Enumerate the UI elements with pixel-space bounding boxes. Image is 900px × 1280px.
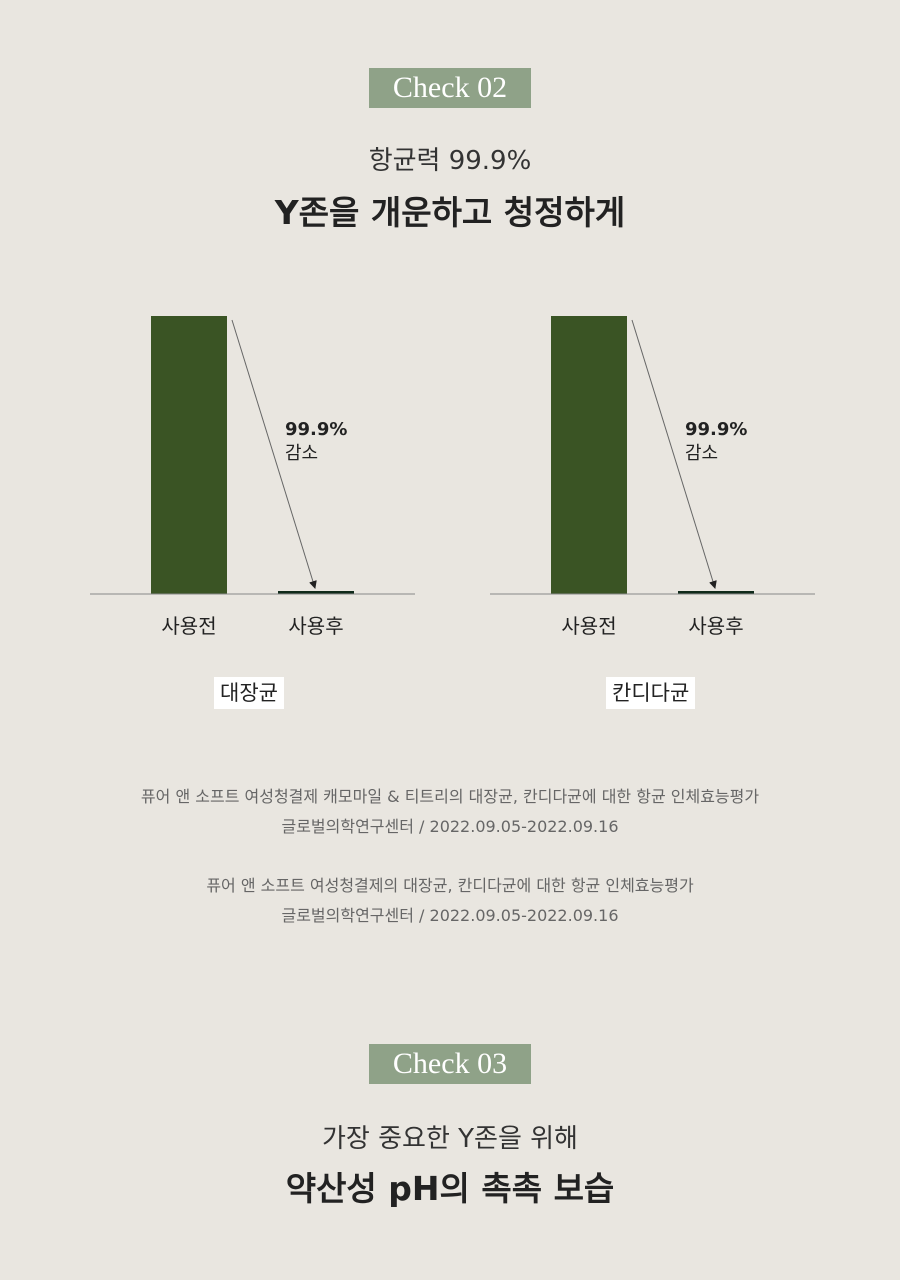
bar	[551, 316, 627, 594]
source-note: 퓨어 앤 소프트 여성청결제 캐모마일 & 티트리의 대장균, 칸디다균에 대한…	[140, 787, 760, 836]
source-note: 퓨어 앤 소프트 여성청결제의 대장균, 칸디다균에 대한 항균 인체효능평가 글…	[206, 876, 694, 925]
tick-label: 사용후	[688, 614, 743, 638]
chart-title: 대장균	[214, 677, 284, 709]
section-title: Y존을 개운하고 청정하게	[274, 193, 626, 232]
section-title: 약산성 pH의 촉촉 보습	[285, 1169, 615, 1208]
annotation-label: 감소	[685, 443, 718, 464]
annotation-value: 99.9%	[685, 419, 747, 440]
decrease-arrow	[631, 319, 717, 589]
annotation-label: 감소	[285, 443, 318, 464]
tick-label: 사용전	[561, 614, 616, 638]
bar	[278, 591, 354, 594]
decrease-arrow	[231, 319, 317, 589]
section-subtitle: 항균력 99.9%	[368, 146, 532, 176]
check-02-badge: Check 02	[369, 68, 531, 108]
section-subtitle: 가장 중요한 Y존을 위해	[322, 1124, 578, 1154]
bar	[151, 316, 227, 594]
tick-label: 사용전	[161, 614, 216, 638]
bar	[678, 591, 754, 594]
check-03-badge: Check 03	[369, 1044, 531, 1084]
chart-title: 칸디다균	[606, 677, 696, 709]
annotation-value: 99.9%	[285, 419, 347, 440]
tick-label: 사용후	[288, 614, 343, 638]
